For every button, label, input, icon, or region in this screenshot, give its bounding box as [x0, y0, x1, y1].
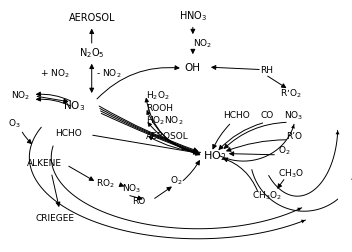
Text: NO$_3$: NO$_3$	[63, 99, 85, 113]
Text: + NO$_2$: + NO$_2$	[40, 67, 69, 80]
Text: CH$_3$O$_2$: CH$_3$O$_2$	[252, 190, 282, 202]
Text: ALKENE: ALKENE	[27, 159, 62, 168]
Text: HO$_2$: HO$_2$	[203, 149, 226, 163]
Text: N$_2$O$_5$: N$_2$O$_5$	[79, 46, 105, 60]
Text: ROOH: ROOH	[146, 104, 172, 113]
Text: AEROSOL: AEROSOL	[68, 13, 115, 23]
Text: RO$_2$: RO$_2$	[96, 177, 115, 190]
Text: O$_3$: O$_3$	[8, 117, 20, 130]
Text: HCHO: HCHO	[55, 129, 82, 138]
Text: HO$_2$NO$_2$: HO$_2$NO$_2$	[146, 115, 183, 127]
Text: NO$_2$: NO$_2$	[193, 37, 212, 50]
Text: O$_2$: O$_2$	[278, 145, 290, 157]
Text: RO: RO	[132, 197, 145, 206]
Text: R’O: R’O	[286, 132, 302, 141]
Text: CO: CO	[260, 111, 274, 120]
Text: OH: OH	[185, 63, 201, 73]
Text: CH$_3$O: CH$_3$O	[278, 167, 303, 180]
Text: O$_2$: O$_2$	[170, 175, 182, 187]
Text: NO$_3$: NO$_3$	[284, 110, 304, 122]
Text: RH: RH	[260, 66, 274, 75]
Text: - NO$_2$: - NO$_2$	[96, 67, 121, 80]
Text: HNO$_3$: HNO$_3$	[179, 9, 207, 23]
Text: NO$_2$: NO$_2$	[11, 90, 31, 102]
Text: AEROSOL: AEROSOL	[146, 132, 188, 141]
Text: R’O$_2$: R’O$_2$	[280, 87, 301, 100]
Text: NO$_3$: NO$_3$	[122, 182, 142, 195]
Text: CRIEGEE: CRIEGEE	[35, 214, 74, 223]
Text: HCHO: HCHO	[223, 111, 250, 120]
Text: H$_2$O$_2$: H$_2$O$_2$	[146, 90, 169, 102]
